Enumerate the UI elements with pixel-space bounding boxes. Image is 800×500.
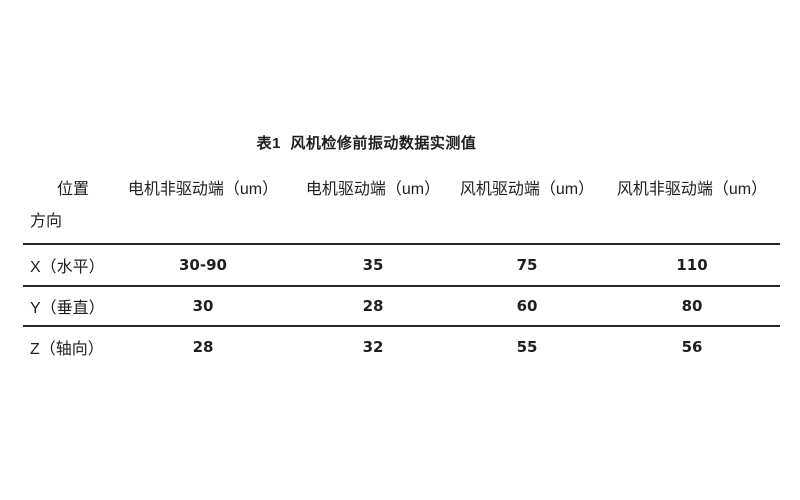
value-cell: 28 xyxy=(362,297,384,315)
column-header-fan-de: 风机驱动端（um） xyxy=(459,181,595,198)
table-title: 表1 风机检修前振动数据实测值 xyxy=(256,135,477,152)
value-cell: 32 xyxy=(362,338,384,356)
value-cell: 56 xyxy=(681,338,703,356)
value-cell: 55 xyxy=(516,338,538,356)
table-row-z: Z（轴向） 28 32 55 56 xyxy=(23,327,780,367)
corner-label-position: 位置 xyxy=(57,181,90,198)
table-header-row: 位置 方向 电机非驱动端（um） 电机驱动端（um） 风机驱动端（um） 风机非… xyxy=(23,170,780,245)
value-cell: 28 xyxy=(192,338,214,356)
table-row-y: Y（垂直） 30 28 60 80 xyxy=(23,287,780,327)
value-cell: 30-90 xyxy=(179,256,227,274)
value-cell: 35 xyxy=(362,256,384,274)
row-label: Y（垂直） xyxy=(30,300,105,317)
column-header-motor-nde: 电机非驱动端（um） xyxy=(127,181,279,198)
vibration-data-table: 位置 方向 电机非驱动端（um） 电机驱动端（um） 风机驱动端（um） 风机非… xyxy=(23,170,780,367)
table-row-x: X（水平） 30-90 35 75 110 xyxy=(23,245,780,287)
row-label: Z（轴向） xyxy=(30,341,104,358)
value-cell: 80 xyxy=(681,297,703,315)
column-header-motor-de: 电机驱动端（um） xyxy=(305,181,441,198)
value-cell: 75 xyxy=(516,256,538,274)
column-header-fan-nde: 风机非驱动端（um） xyxy=(616,181,768,198)
corner-label-direction: 方向 xyxy=(30,213,63,230)
value-cell: 110 xyxy=(676,256,708,274)
value-cell: 30 xyxy=(192,297,214,315)
row-label: X（水平） xyxy=(30,259,105,276)
value-cell: 60 xyxy=(516,297,538,315)
corner-header-cell: 位置 方向 xyxy=(23,170,110,243)
